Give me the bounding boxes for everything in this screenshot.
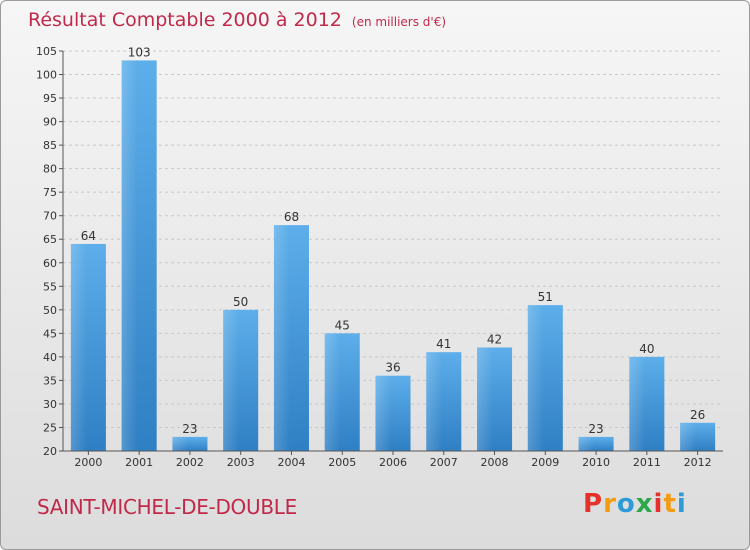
bar-highlight [70,243,87,451]
chart-title-text: Résultat Comptable 2000 à 2012 [28,9,342,31]
bar-value-label: 26 [690,408,705,422]
x-tick-label: 2006 [379,456,407,469]
bar-highlight [223,309,239,451]
bar-value-label: 42 [487,332,502,346]
commune-name: SAINT-MICHEL-DE-DOUBLE [37,495,297,519]
bar-value-label: 41 [436,337,451,351]
x-tick-label: 2010 [582,456,610,469]
chart-title: Résultat Comptable 2000 à 2012 (en millie… [28,9,446,31]
bar-value-label: 68 [284,210,299,224]
y-tick-label: 85 [43,139,57,152]
bar-highlight [477,347,493,451]
y-tick-label: 105 [36,45,57,58]
bar-highlight [578,436,595,451]
bar-value-label: 51 [538,290,553,304]
bar-value-label: 23 [588,422,603,436]
x-tick-label: 2004 [277,456,305,469]
bar-highlight [426,352,443,451]
y-tick-label: 40 [43,351,57,364]
y-tick-label: 20 [43,445,57,458]
x-tick-label: 2009 [531,456,559,469]
x-tick-label: 2000 [74,456,102,469]
proxiti-logo: Proxiti [583,489,687,519]
x-tick-label: 2008 [481,456,509,469]
y-tick-label: 70 [43,210,57,223]
y-tick-label: 95 [43,92,57,105]
y-tick-label: 30 [43,398,57,411]
bar-value-label: 23 [182,422,197,436]
y-tick-label: 65 [43,233,57,246]
bar-value-label: 103 [128,45,151,59]
logo-letter: t [663,489,677,519]
bar-highlight [527,305,544,451]
y-tick-label: 80 [43,163,57,176]
x-tick-label: 2005 [328,456,356,469]
x-tick-label: 2001 [125,456,153,469]
bar-value-label: 40 [639,342,654,356]
x-tick-label: 2002 [176,456,204,469]
y-tick-label: 75 [43,186,57,199]
bar-highlight [375,375,392,451]
logo-letter: i [653,489,664,519]
bar-value-label: 64 [81,229,96,243]
bar-highlight [121,60,138,451]
logo-letter: P [583,489,604,519]
y-tick-label: 45 [43,327,57,340]
y-tick-label: 60 [43,257,57,270]
y-tick-label: 50 [43,304,57,317]
logo-letter: o [616,489,636,519]
logo-letter: x [635,489,654,519]
chart-unit: (en milliers d'€) [351,15,447,29]
y-tick-label: 100 [36,69,57,82]
y-tick-label: 90 [43,116,57,129]
y-tick-label: 25 [43,421,57,434]
bar-highlight [172,436,189,451]
bar-value-label: 50 [233,295,248,309]
bar-highlight [680,422,696,451]
y-tick-label: 55 [43,280,57,293]
x-tick-label: 2003 [227,456,255,469]
logo-letter: i [676,489,687,519]
bar-value-label: 36 [385,361,400,375]
bar-highlight [273,225,290,451]
x-tick-label: 2007 [430,456,458,469]
x-tick-label: 2011 [633,456,661,469]
bar-value-label: 45 [335,318,350,332]
y-tick-label: 35 [43,374,57,387]
x-tick-label: 2012 [684,456,712,469]
bar-highlight [629,356,646,451]
logo-letter: r [603,489,617,519]
bar-highlight [324,333,341,451]
